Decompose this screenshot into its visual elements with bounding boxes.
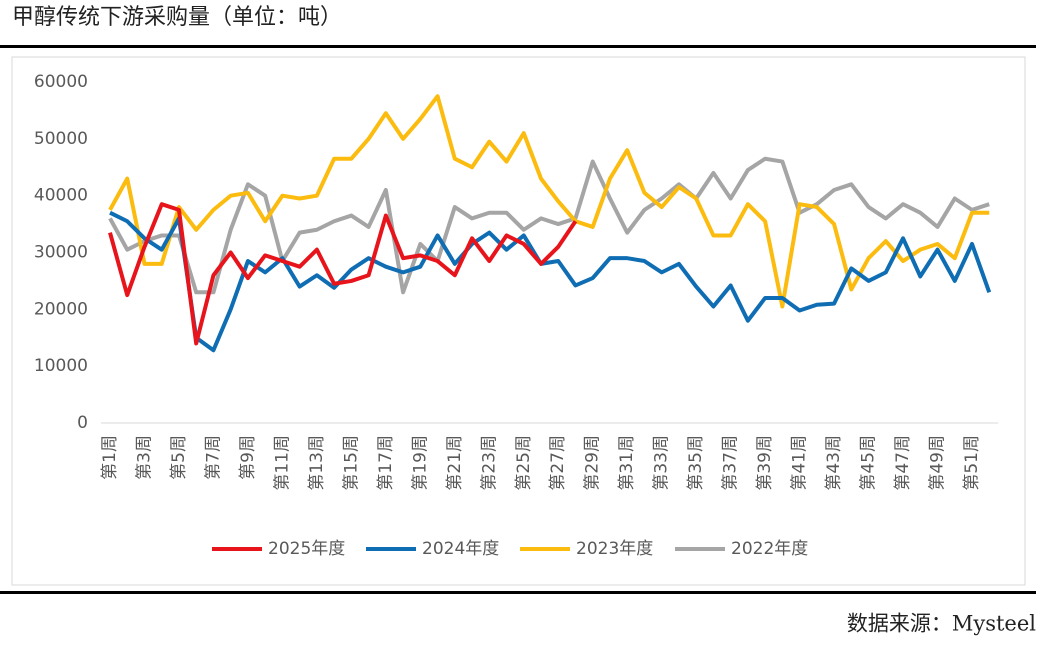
- x-tick-label: 第17周: [376, 435, 396, 491]
- plot-frame: [11, 56, 1026, 586]
- x-tick-label: 第15周: [341, 435, 361, 491]
- x-tick-label: 第21周: [445, 435, 465, 491]
- chart-title: 甲醇传统下游采购量（单位：吨）: [12, 5, 342, 30]
- x-tick-label: 第35周: [686, 435, 706, 491]
- x-tick-label: 第5周: [169, 435, 189, 480]
- x-tick-label: 第49周: [928, 435, 948, 491]
- x-tick-label: 第33周: [652, 435, 672, 491]
- x-tick-label: 第31周: [617, 435, 637, 491]
- source: 数据来源：Mysteel: [847, 612, 1036, 636]
- x-tick-label: 第7周: [203, 435, 223, 480]
- series-line: [108, 94, 990, 309]
- y-tick-label: 20000: [34, 299, 88, 319]
- x-tick-label: 第19周: [410, 435, 430, 491]
- x-tick-label: 第25周: [514, 435, 534, 491]
- x-tick-label: 第47周: [893, 435, 913, 491]
- y-tick-label: 0: [77, 413, 88, 433]
- x-tick-label: 第1周: [100, 435, 120, 480]
- x-tick-label: 第41周: [790, 435, 810, 491]
- x-tick-label: 第29周: [583, 435, 603, 491]
- y-tick-label: 30000: [34, 243, 88, 263]
- x-tick-label: 第3周: [134, 435, 154, 480]
- x-tick-label: 第9周: [238, 435, 258, 480]
- y-tick-label: 10000: [34, 356, 88, 376]
- title-rule: [0, 45, 1036, 48]
- x-tick-label: 第51周: [962, 435, 982, 491]
- x-tick-label: 第23周: [479, 435, 499, 491]
- x-tick-label: 第43周: [824, 435, 844, 491]
- series-line: [108, 156, 990, 295]
- x-tick-label: 第27周: [548, 435, 568, 491]
- y-tick-label: 40000: [34, 186, 88, 206]
- legend-label: 2023年度: [576, 539, 653, 559]
- series-line: [108, 202, 578, 346]
- x-tick-label: 第13周: [307, 435, 327, 491]
- y-tick-label: 60000: [34, 72, 88, 92]
- legend-label: 2024年度: [422, 539, 499, 559]
- x-tick-label: 第37周: [721, 435, 741, 491]
- bottom-rule: [0, 591, 1036, 594]
- x-tick-label: 第11周: [272, 435, 292, 491]
- legend-label: 2022年度: [731, 539, 808, 559]
- x-tick-label: 第39周: [755, 435, 775, 491]
- legend-label: 2025年度: [268, 539, 345, 559]
- y-tick-label: 50000: [34, 129, 88, 149]
- x-tick-label: 第45周: [859, 435, 879, 491]
